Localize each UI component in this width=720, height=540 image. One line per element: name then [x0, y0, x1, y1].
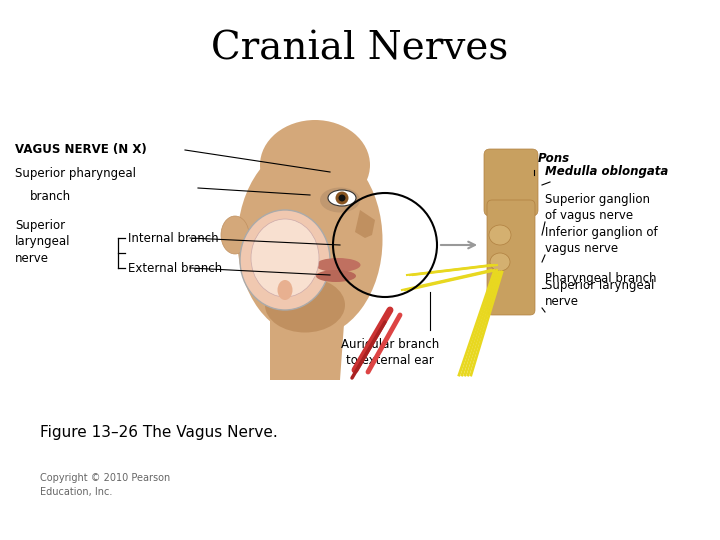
- Ellipse shape: [260, 120, 370, 210]
- Text: Pharyngeal branch: Pharyngeal branch: [545, 272, 657, 285]
- Text: Figure 13–26 The Vagus Nerve.: Figure 13–26 The Vagus Nerve.: [40, 424, 278, 440]
- Ellipse shape: [328, 190, 356, 206]
- Text: VAGUS NERVE (N X): VAGUS NERVE (N X): [15, 144, 147, 157]
- Text: Superior laryngeal
nerve: Superior laryngeal nerve: [545, 279, 654, 308]
- Polygon shape: [355, 210, 375, 238]
- Text: Superior ganglion
of vagus nerve: Superior ganglion of vagus nerve: [545, 193, 650, 222]
- FancyBboxPatch shape: [487, 200, 535, 315]
- Ellipse shape: [489, 225, 511, 245]
- Ellipse shape: [338, 194, 346, 201]
- Ellipse shape: [221, 216, 249, 254]
- Text: Copyright © 2010 Pearson
Education, Inc.: Copyright © 2010 Pearson Education, Inc.: [40, 474, 170, 497]
- Text: External branch: External branch: [128, 261, 222, 274]
- FancyBboxPatch shape: [484, 149, 538, 216]
- Ellipse shape: [315, 258, 361, 272]
- Ellipse shape: [336, 192, 348, 205]
- Text: Superior
laryngeal
nerve: Superior laryngeal nerve: [15, 219, 71, 265]
- Ellipse shape: [238, 143, 382, 338]
- Text: Pons: Pons: [538, 152, 570, 165]
- Text: branch: branch: [30, 190, 71, 203]
- Ellipse shape: [240, 210, 330, 310]
- Ellipse shape: [265, 278, 345, 333]
- Text: Medulla oblongata: Medulla oblongata: [545, 165, 668, 178]
- Polygon shape: [270, 310, 345, 380]
- Ellipse shape: [316, 270, 356, 282]
- Text: Internal branch: Internal branch: [128, 232, 219, 245]
- Ellipse shape: [251, 219, 319, 297]
- Text: Inferior ganglion of
vagus nerve: Inferior ganglion of vagus nerve: [545, 226, 657, 255]
- Ellipse shape: [490, 253, 510, 271]
- Text: Superior pharyngeal: Superior pharyngeal: [15, 167, 136, 180]
- Text: Auricular branch
to external ear: Auricular branch to external ear: [341, 338, 439, 367]
- Ellipse shape: [320, 187, 360, 213]
- Ellipse shape: [277, 280, 292, 300]
- Text: Cranial Nerves: Cranial Nerves: [212, 30, 508, 67]
